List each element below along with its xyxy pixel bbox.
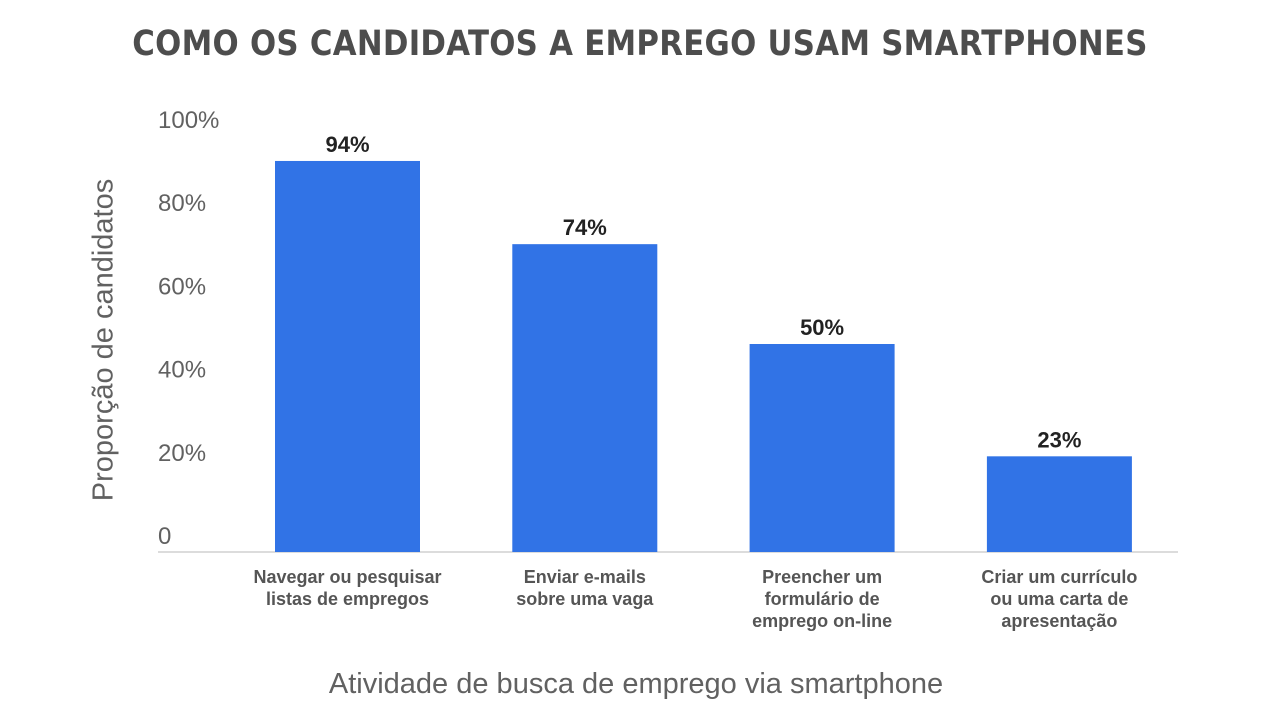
data-label: 50% <box>800 315 844 340</box>
bar <box>749 344 895 552</box>
category-label: Enviar e-mails sobre uma vaga <box>516 567 654 609</box>
data-label: 74% <box>563 215 607 240</box>
y-tick-label: 100% <box>158 107 219 134</box>
y-tick-label: 20% <box>158 440 206 467</box>
data-label: 23% <box>1037 427 1081 452</box>
category-label: Criar um currículo ou uma carta de apres… <box>981 567 1138 631</box>
x-axis-label: Atividade de busca de emprego via smartp… <box>328 668 944 700</box>
category-label: Navegar ou pesquisar listas de empregos <box>253 567 442 609</box>
bar <box>275 160 420 552</box>
category-label: Preencher um formulário de emprego on-li… <box>752 567 893 631</box>
y-tick-label: 60% <box>158 273 206 300</box>
y-tick-label: 80% <box>158 190 206 217</box>
chart-title: COMO OS CANDIDATOS A EMPREGO USAM SMARTP… <box>132 24 1148 64</box>
y-tick-label: 0 <box>158 523 171 550</box>
bar <box>986 456 1132 552</box>
data-label: 94% <box>325 132 369 157</box>
y-tick-label: 40% <box>158 357 206 384</box>
bar <box>512 244 658 552</box>
